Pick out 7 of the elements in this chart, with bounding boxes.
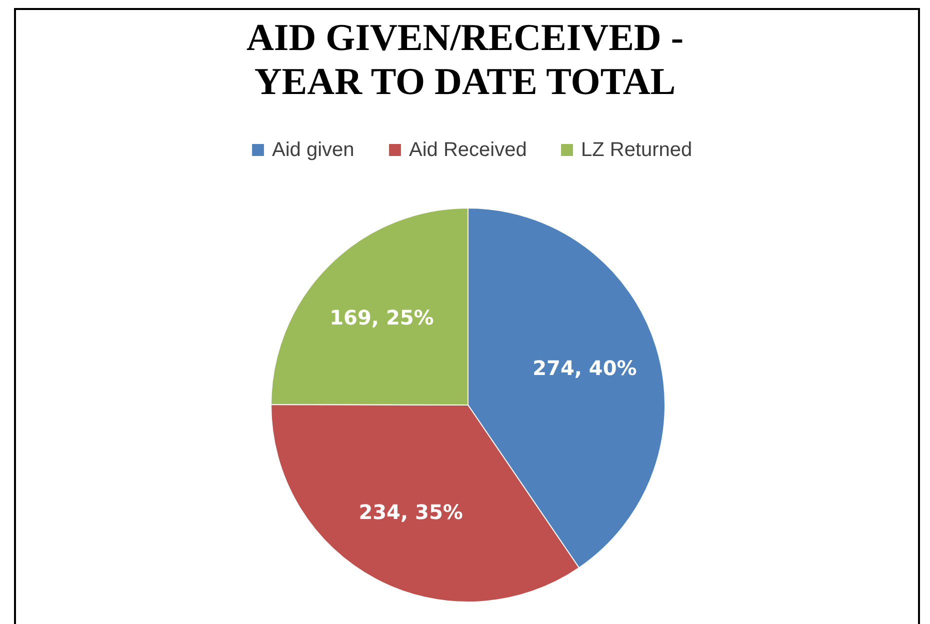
data-label: 234, 35% [358, 500, 463, 524]
data-label: 274, 40% [532, 356, 637, 380]
legend-label: LZ Returned [581, 139, 692, 161]
data-label: 169, 25% [330, 306, 434, 330]
chart-title: AID GIVEN/RECEIVED - YEAR TO DATE TOTAL [246, 17, 684, 103]
legend-label: Aid given [272, 139, 354, 161]
legend-label: Aid Received [409, 139, 527, 161]
